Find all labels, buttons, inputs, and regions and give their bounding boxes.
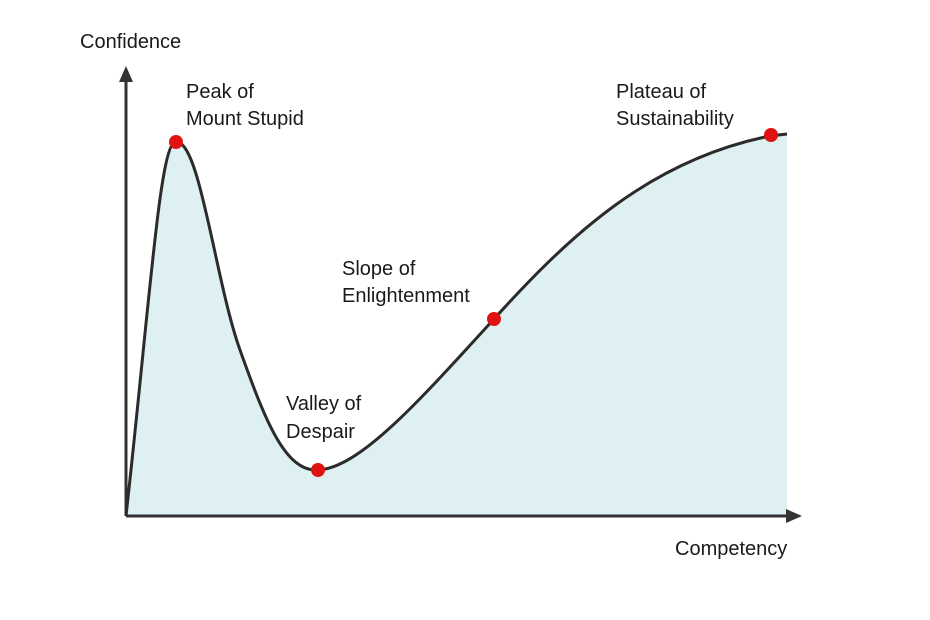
confidence-curve [124, 132, 788, 517]
label-valley-line1: Valley of [286, 393, 362, 415]
label-slope-line1: Slope of [342, 258, 416, 280]
marker-slope-of-enlightenment [487, 312, 501, 326]
label-plateau-line2: Sustainability [616, 108, 734, 130]
label-slope-line2: Enlightenment [342, 285, 470, 307]
x-axis-arrowhead [786, 509, 802, 523]
label-valley-line2: Despair [286, 421, 355, 443]
label-peak-line2: Mount Stupid [186, 108, 304, 130]
marker-peak-of-mount-stupid [169, 135, 183, 149]
marker-plateau-of-sustainability [764, 128, 778, 142]
y-axis-title: Confidence [80, 31, 181, 53]
y-axis-arrowhead [119, 66, 133, 82]
x-axis-title: Competency [675, 538, 787, 560]
label-peak-line1: Peak of [186, 81, 254, 103]
marker-valley-of-despair [311, 463, 325, 477]
label-plateau-line1: Plateau of [616, 81, 707, 103]
curve-area-fill [126, 134, 787, 516]
